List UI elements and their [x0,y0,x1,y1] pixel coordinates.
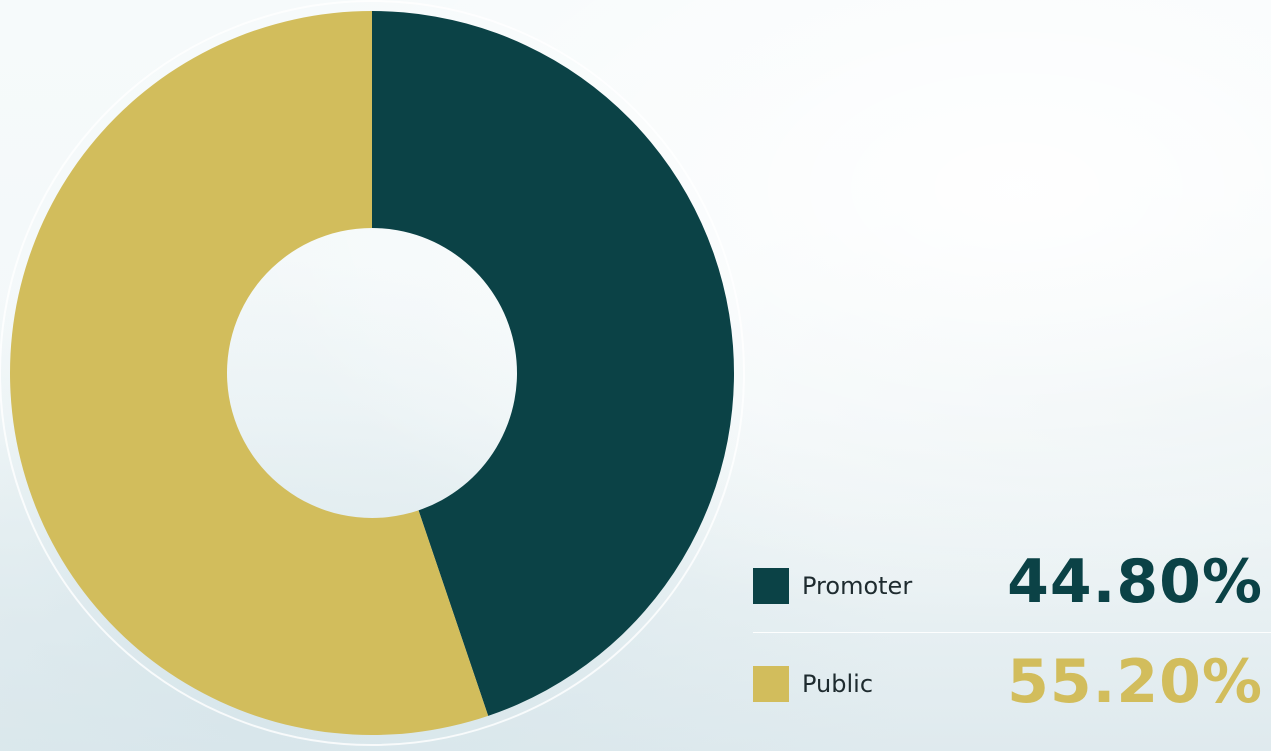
legend-label-promoter: Promoter [802,572,913,600]
legend-item-public: Public 55.20% [753,652,1263,738]
legend-swatch-promoter [753,568,789,604]
legend-divider [753,632,1271,633]
donut-slices [10,11,735,735]
legend-value-promoter: 44.80% [1007,547,1263,617]
donut-chart [0,0,745,746]
donut-outer-ring [0,0,745,746]
legend-swatch-public [753,666,789,702]
donut-slice-promoter [372,11,735,716]
legend-value-public: 55.20% [1007,647,1263,717]
legend-label-public: Public [802,670,874,698]
donut-slice-public [10,11,489,735]
legend-item-promoter: Promoter 44.80% [753,546,1263,626]
